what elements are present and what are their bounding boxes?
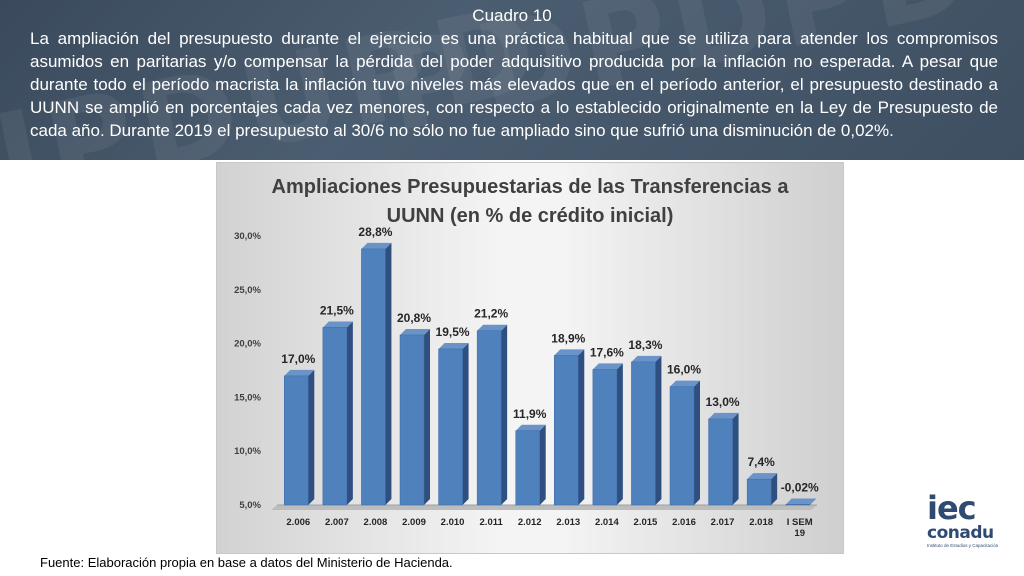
bar (399, 334, 425, 506)
x-tick-label: 2.015 (634, 517, 658, 528)
bar-top (785, 498, 816, 505)
bar-side (809, 498, 816, 505)
y-tick-label: 5,0% (239, 500, 261, 511)
bar (631, 361, 656, 506)
source-note: Fuente: Elaboración propia en base a dat… (40, 555, 453, 570)
bar-side (539, 424, 546, 505)
data-label: 21,2% (474, 307, 508, 321)
bar-top (438, 342, 469, 349)
bar (476, 330, 502, 506)
logo-conadu-text: conadu (927, 523, 994, 543)
bar (669, 386, 695, 506)
bar-chart: 5,0% 10,0% 15,0% 20,0% 25,0% 30,0% 17,0% 2.006 2… (234, 225, 819, 539)
x-tick-label: 2.009 (402, 517, 426, 528)
x-tick-label: 2.010 (441, 517, 465, 528)
data-label: -0,02% (781, 480, 819, 494)
bar (554, 355, 579, 506)
data-label: 17,0% (281, 352, 315, 366)
bar-top (631, 355, 662, 362)
x-tick-label: 2.011 (480, 517, 504, 528)
chart-title: Ampliaciones Presupuestarias de las Tran… (271, 176, 789, 227)
bar-top (708, 412, 739, 419)
x-tick-label: 2.008 (364, 517, 388, 528)
bar-side (385, 242, 392, 506)
bar-side (694, 380, 700, 505)
bar (361, 248, 386, 506)
bar-top (515, 424, 546, 431)
x-tick-label: 2.007 (325, 517, 349, 528)
data-label: 21,5% (320, 303, 354, 317)
chart-panel: Ampliaciones Presupuestarias de las Tran… (216, 162, 844, 554)
logo-iec-text: iec (927, 489, 977, 527)
x-tick-label: 2.014 (595, 517, 619, 528)
x-tick-label: 2.018 (749, 517, 773, 528)
slide-description: La ampliación del presupuesto durante el… (30, 29, 998, 140)
header-banner: PDPDPD UPDUPD Cuadro 10 La ampliación de… (0, 0, 1024, 160)
y-tick-label: 15,0% (234, 392, 261, 403)
bar (515, 430, 540, 506)
bar-side (462, 342, 469, 505)
bar (438, 348, 463, 506)
bar (322, 327, 348, 506)
y-tick-label: 10,0% (234, 446, 261, 457)
bar (284, 375, 309, 506)
data-label: 7,4% (747, 455, 775, 469)
x-tick-label: I SEM 19 (787, 517, 813, 539)
data-label: 13,0% (706, 395, 740, 409)
x-tick-label: 2.012 (518, 517, 542, 528)
data-label: 16,0% (667, 363, 701, 377)
data-label: 18,9% (551, 331, 585, 345)
bar-side (771, 473, 778, 505)
bar (592, 369, 618, 506)
bar (785, 504, 810, 506)
bar-top (554, 349, 585, 356)
data-label: 11,9% (513, 407, 547, 421)
y-tick-label: 25,0% (234, 285, 261, 296)
bar-side (501, 324, 508, 505)
data-label: 18,3% (628, 338, 662, 352)
bar-side (732, 412, 739, 505)
x-tick-label: 2.006 (286, 517, 310, 528)
x-tick-label: 2.016 (672, 517, 696, 528)
bar-side (424, 328, 430, 505)
bar-top (284, 369, 315, 376)
bar-top (322, 321, 353, 328)
data-label: 28,8% (358, 225, 392, 239)
bar-side (655, 355, 662, 505)
iec-conadu-logo: iec conadu Instituto de Estudios y Capac… (925, 489, 1005, 553)
y-tick-label: 30,0% (234, 231, 261, 242)
data-label: 17,6% (590, 345, 624, 359)
bar-top (400, 328, 430, 335)
logo-subtitle-text: Instituto de Estudios y Capacitación (927, 543, 999, 548)
bar-top (361, 242, 392, 249)
chart-floor (271, 505, 817, 510)
bar-side (308, 369, 315, 505)
bar-side (346, 321, 353, 505)
data-label: 20,8% (397, 311, 431, 325)
bar-side (616, 363, 623, 505)
bar (746, 478, 772, 506)
bar (708, 418, 733, 506)
slide-title: Cuadro 10 (472, 6, 552, 25)
bar-top (477, 324, 508, 331)
data-label: 19,5% (436, 325, 470, 339)
x-tick-label: 2.013 (556, 517, 580, 528)
y-tick-label: 20,0% (234, 339, 261, 350)
bar-top (747, 473, 778, 480)
bar-side (578, 349, 585, 505)
bar-top (592, 363, 623, 370)
bar-top (670, 380, 700, 387)
x-tick-label: 2.017 (711, 517, 735, 528)
